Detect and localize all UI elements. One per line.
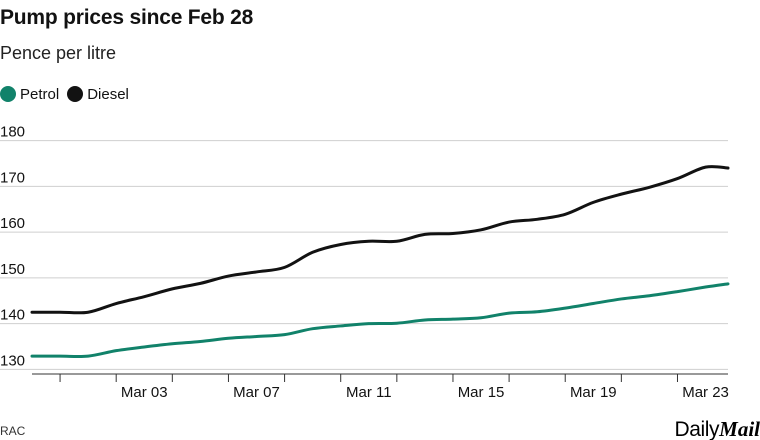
x-tick-label-5: Mar 23 bbox=[682, 384, 729, 401]
x-tick-label-0: Mar 03 bbox=[121, 384, 168, 401]
legend-swatch-petrol bbox=[0, 86, 16, 102]
chart-title: Pump prices since Feb 28 bbox=[0, 6, 254, 29]
x-tick-label-4: Mar 19 bbox=[570, 384, 617, 401]
legend-item-diesel: Diesel bbox=[67, 86, 129, 103]
source-note: RAC bbox=[0, 424, 26, 438]
line-chart: 180 170 160 150 140 130 Mar 03 Mar 07 Mar 11 Mar … bbox=[0, 124, 730, 401]
legend-label-diesel: Diesel bbox=[87, 85, 129, 103]
brand-logo-mail: Mail bbox=[719, 418, 760, 440]
brand-logo: DailyMail bbox=[674, 418, 760, 440]
legend-label-petrol: Petrol bbox=[20, 85, 60, 103]
chart-subtitle: Pence per litre bbox=[0, 43, 117, 63]
legend: Petrol Diesel bbox=[0, 84, 137, 104]
y-tick-label-130: 130 bbox=[0, 352, 25, 369]
y-tick-label-170: 170 bbox=[0, 169, 25, 186]
legend-swatch-diesel bbox=[67, 86, 84, 102]
series-line-petrol bbox=[30, 282, 730, 359]
y-tick-label-180: 180 bbox=[0, 124, 25, 141]
series-line-diesel bbox=[30, 165, 730, 315]
x-tick-label-3: Mar 15 bbox=[458, 384, 505, 401]
y-tick-label-160: 160 bbox=[0, 215, 25, 232]
brand-logo-daily: Daily bbox=[674, 418, 720, 440]
y-tick-label-150: 150 bbox=[0, 261, 25, 278]
y-tick-label-140: 140 bbox=[0, 307, 25, 324]
x-tick-label-1: Mar 07 bbox=[233, 384, 280, 401]
x-tick-label-2: Mar 11 bbox=[346, 384, 392, 401]
legend-item-petrol: Petrol bbox=[0, 86, 59, 103]
